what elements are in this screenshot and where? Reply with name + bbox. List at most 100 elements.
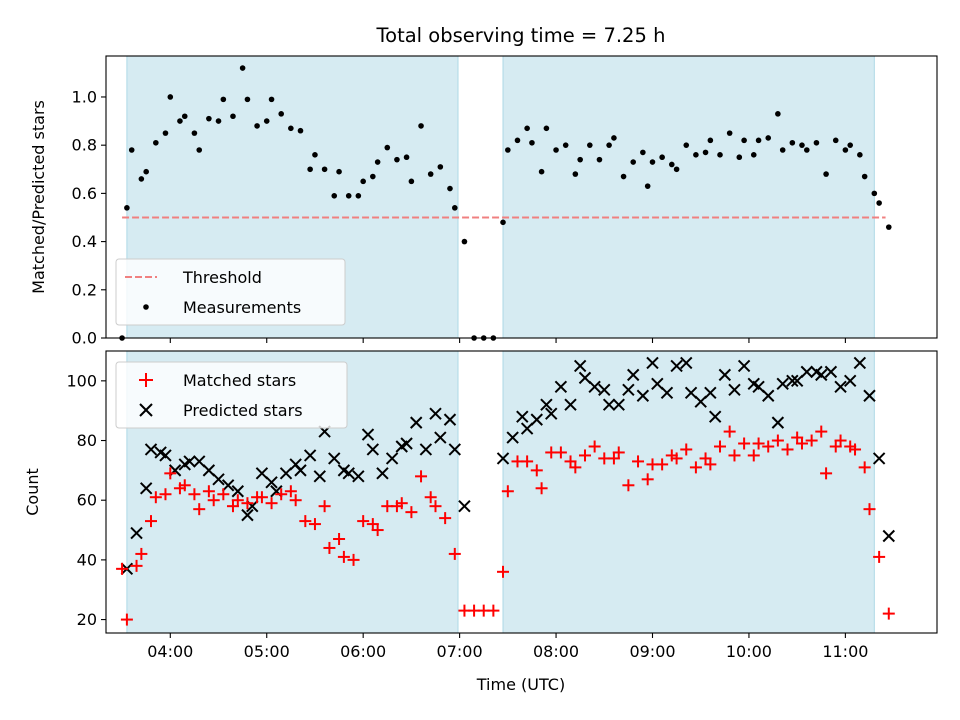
bottom-axes-frame xyxy=(105,350,938,634)
matched-stars-point xyxy=(424,491,437,504)
matched-stars-point xyxy=(188,488,201,501)
measurement-point xyxy=(572,171,579,177)
predicted-stars-point xyxy=(231,485,245,498)
legend-threshold-label: Threshold xyxy=(182,268,262,287)
measurement-point xyxy=(707,137,714,144)
matched-stars-point xyxy=(448,547,461,560)
predicted-stars-point xyxy=(627,368,640,382)
matched-stars-point xyxy=(714,440,727,453)
top-legend-box xyxy=(115,258,346,326)
matched-stars-point xyxy=(439,512,452,525)
measurement-point xyxy=(355,192,362,199)
measurement-point xyxy=(789,139,796,146)
matched-stars-point xyxy=(120,613,133,626)
predicted-stars-point xyxy=(443,413,457,426)
y-tick-label: 0.6 xyxy=(72,184,97,203)
legend-matched-swatch xyxy=(139,373,153,387)
matched-stars-point xyxy=(704,458,717,471)
matched-stars-point xyxy=(135,547,148,560)
matched-stars-point xyxy=(641,473,654,486)
predicted-stars-point xyxy=(776,377,789,391)
y-tick-label: 80 xyxy=(77,431,97,450)
matched-stars-point xyxy=(275,488,288,501)
x-tick-label: 05:00 xyxy=(244,642,290,661)
predicted-stars-point xyxy=(824,365,838,379)
predicted-stars-point xyxy=(790,374,804,388)
measurement-point xyxy=(360,178,366,185)
measurement-point xyxy=(408,178,415,185)
predicted-stars-point xyxy=(843,374,857,388)
matched-stars-point xyxy=(670,452,683,465)
x-tick-label: 09:00 xyxy=(629,642,675,661)
measurement-point xyxy=(143,168,149,175)
matched-stars-point xyxy=(371,524,384,537)
predicted-stars-point xyxy=(496,452,510,465)
matched-stars-point xyxy=(130,559,143,572)
measurement-point xyxy=(832,137,839,144)
predicted-stars-point xyxy=(588,380,601,394)
x-tick-label: 11:00 xyxy=(822,642,868,661)
matched-stars-point xyxy=(289,494,302,507)
legend-predicted-label: Predicted stars xyxy=(183,401,303,420)
matched-stars-point xyxy=(145,515,158,528)
predicted-stars-point xyxy=(704,386,717,399)
legend-matched-label: Matched stars xyxy=(183,371,296,390)
measurement-point xyxy=(370,173,376,180)
matched-stars-point xyxy=(873,550,886,563)
measurement-point xyxy=(297,127,304,134)
top-legend: Threshold Measurements xyxy=(115,258,346,326)
matched-stars-point xyxy=(795,437,808,450)
predicted-stars-point xyxy=(670,359,683,373)
bottom-axes: 20 40 60 80 100 04:00 05:00 06:00 07:00 08:00 09:… xyxy=(23,350,938,694)
matched-stars-point xyxy=(815,425,828,438)
measurement-point xyxy=(876,200,882,206)
shaded-interval-2 xyxy=(502,350,875,634)
predicted-stars-point xyxy=(303,449,317,462)
measurement-point xyxy=(124,205,130,211)
y-tick-label: 20 xyxy=(77,610,97,629)
matched-stars-point xyxy=(497,565,510,578)
matched-stars-point xyxy=(728,449,741,462)
predicted-stars-point xyxy=(651,377,664,391)
predicted-stars-point xyxy=(434,431,447,444)
x-tick-label: 10:00 xyxy=(726,642,772,661)
measurement-point xyxy=(447,185,453,192)
predicted-stars-point xyxy=(221,479,235,492)
matched-stars-point xyxy=(752,437,765,450)
predicted-stars-point xyxy=(139,482,153,495)
legend-predicted-swatch xyxy=(139,403,153,417)
bottom-legend-box xyxy=(115,361,348,429)
bottom-y-axis-label: Count xyxy=(23,468,42,516)
measurement-point xyxy=(765,135,772,141)
predicted-stars-point xyxy=(419,443,433,456)
predicted-stars-point xyxy=(573,359,587,373)
predicted-stars-point xyxy=(636,389,650,402)
measurement-point xyxy=(254,123,260,129)
measurement-point xyxy=(649,159,656,165)
matched-stars-point xyxy=(357,515,370,528)
measurement-point xyxy=(813,139,820,146)
predicted-stars-point xyxy=(313,470,326,483)
y-tick-label: 0.2 xyxy=(72,280,97,299)
matched-stars-point xyxy=(858,461,871,474)
predicted-stars-point xyxy=(762,389,775,402)
matched-stars-point xyxy=(395,497,408,510)
measurement-point xyxy=(451,205,458,211)
y-tick-label: 0.8 xyxy=(72,136,97,155)
predicted-stars-point xyxy=(385,452,399,465)
measurement-point xyxy=(403,154,410,161)
predicted-stars-point xyxy=(410,416,423,429)
matched-stars-point xyxy=(578,449,591,462)
measurement-point xyxy=(307,166,313,173)
predicted-stars-point xyxy=(212,473,225,486)
measurement-point xyxy=(191,130,198,136)
measurement-point xyxy=(384,144,391,151)
measurement-point xyxy=(505,147,511,153)
matched-stars-point xyxy=(255,491,268,504)
measurement-point xyxy=(847,142,854,148)
matched-stars-point xyxy=(747,449,760,462)
measurement-point xyxy=(220,96,227,103)
predicted-stars-point xyxy=(853,356,867,370)
matched-stars-point xyxy=(284,485,297,498)
measurement-point xyxy=(755,137,762,144)
